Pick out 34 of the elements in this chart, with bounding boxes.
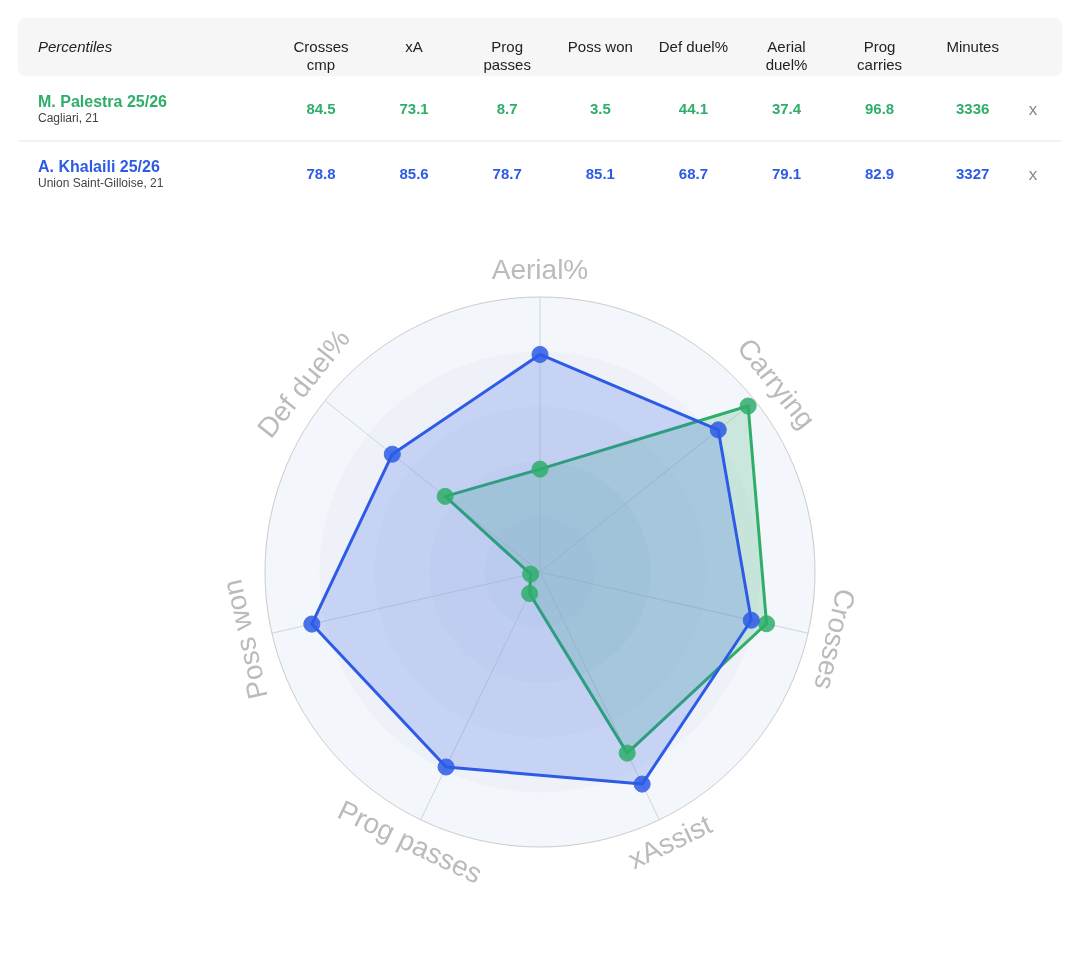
category-label: Minutes [946, 38, 999, 55]
data-label: 96.8 [865, 100, 895, 117]
data-label: 82.9 [865, 165, 895, 182]
category-label: Def duel% [658, 38, 729, 55]
data-label: 78.7 [492, 165, 522, 182]
data-label: 84.5 [306, 100, 336, 117]
legend-label: A. Khalaili 25/26 [38, 158, 160, 175]
data-label: 85.6 [399, 165, 429, 182]
category-label: Crosses cmp [293, 38, 349, 73]
spoke-label: Crosses [808, 585, 862, 693]
category-label: Prog passes [483, 38, 531, 73]
data-label: 37.4 [771, 100, 802, 117]
data-label: 8.7 [496, 100, 518, 117]
data-label: 3336 [956, 100, 990, 117]
text: x [1028, 100, 1038, 119]
data-label: 68.7 [678, 165, 708, 182]
category-label: Aerial duel% [765, 38, 808, 73]
category-label: Poss won [567, 38, 633, 55]
spoke-label: Aerial% [491, 254, 589, 285]
data-label: 3.5 [589, 100, 611, 117]
text: Percentiles [38, 38, 113, 55]
data-label: 3327 [956, 165, 990, 182]
data-label: 85.1 [585, 165, 615, 182]
text: Cagliari, 21 [38, 111, 100, 125]
text: Union Saint-Gilloise, 21 [38, 176, 164, 190]
data-label: 44.1 [678, 100, 708, 117]
category-label: Prog carries [857, 38, 903, 73]
text: x [1028, 165, 1038, 184]
data-label: 79.1 [771, 165, 802, 182]
data-label: 78.8 [306, 165, 336, 182]
data-label: 73.1 [399, 100, 429, 117]
category-label: xA [405, 38, 423, 55]
legend-label: M. Palestra 25/26 [38, 93, 168, 110]
spoke-label: Poss won [216, 576, 274, 702]
